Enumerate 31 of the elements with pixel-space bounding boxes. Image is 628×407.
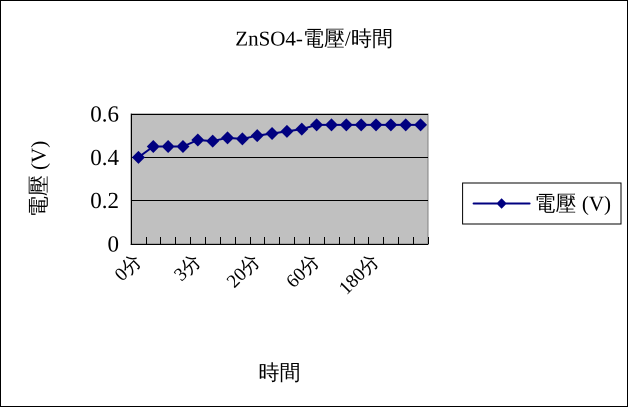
point — [146, 140, 160, 153]
point — [310, 118, 324, 132]
point — [236, 132, 249, 146]
point — [295, 122, 308, 136]
point — [384, 118, 398, 132]
x-tick-label: 20分 — [222, 250, 265, 292]
y-tick-label: 0.6 — [90, 102, 119, 126]
y-tick-label: 0.2 — [90, 188, 119, 214]
point — [176, 140, 190, 153]
legend-label: 電壓 (V) — [534, 192, 612, 216]
y-tick-label: 0.4 — [90, 144, 120, 170]
point — [370, 118, 383, 132]
point — [132, 150, 145, 164]
point — [206, 134, 220, 148]
point — [250, 129, 264, 142]
x-tick-label: 180分 — [335, 250, 384, 299]
x-tick-label: 3分 — [170, 250, 206, 286]
point — [221, 131, 234, 144]
x-tick-label: 60分 — [282, 250, 324, 292]
point — [340, 118, 353, 132]
point — [354, 118, 368, 132]
point — [399, 118, 412, 132]
point — [324, 118, 338, 132]
point — [191, 134, 204, 146]
point — [280, 124, 294, 138]
point — [414, 118, 428, 132]
point — [162, 140, 175, 153]
x-axis-title: 時間 — [258, 360, 300, 384]
point — [266, 127, 279, 140]
chart-title: ZnSO4-電壓/時間 — [235, 26, 393, 50]
y-axis-title: 電壓 (V) — [26, 140, 50, 218]
